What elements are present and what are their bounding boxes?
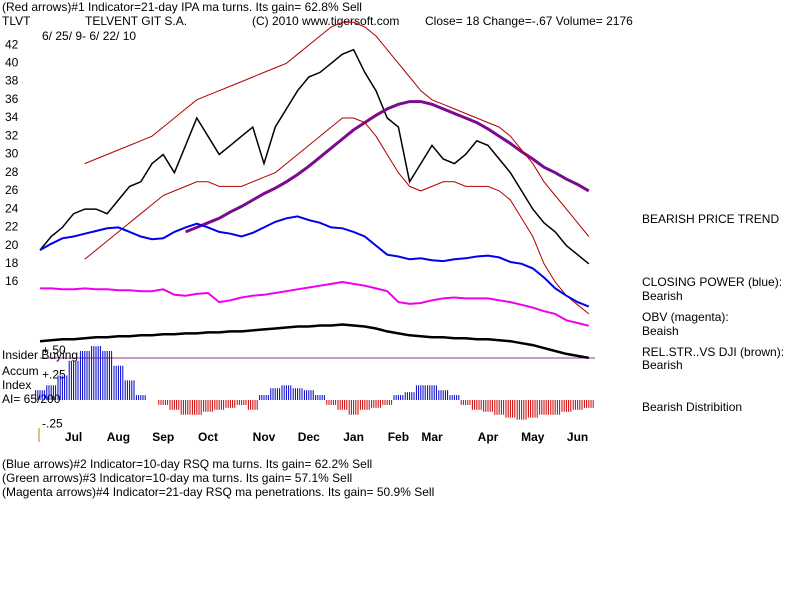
y-tick-label: 26 [5, 183, 19, 197]
y-tick-label: 32 [5, 128, 19, 142]
x-tick-label: Aug [107, 430, 130, 444]
footer-line: (Magenta arrows)#4 Indicator=21-day RSQ … [2, 485, 434, 499]
y-tick-label: 28 [5, 165, 19, 179]
x-tick-label: Mar [421, 430, 443, 444]
header-line: (Red arrows)#1 Indicator=21-day IPA ma t… [2, 0, 362, 14]
y-tick-label: 18 [5, 256, 19, 270]
side-label: BEARISH PRICE TREND [642, 212, 779, 226]
y-tick-label: 24 [5, 201, 19, 215]
left-label: Accum [2, 364, 39, 378]
footer-line: (Blue arrows)#2 Indicator=10-day RSQ ma … [2, 457, 372, 471]
x-tick-label: Jan [343, 430, 364, 444]
x-tick-label: Feb [388, 430, 409, 444]
y-tick-label: 42 [5, 37, 19, 51]
series-line [84, 117, 590, 315]
side-label: Bearish Distribition [642, 400, 742, 414]
y-tick-label: 40 [5, 56, 19, 70]
y-tick-label: 34 [5, 110, 19, 124]
left-label: AI= 65/200 [2, 392, 61, 406]
y-tick-label: 22 [5, 220, 19, 234]
x-tick-label: Jul [65, 430, 82, 444]
side-label: Bearish [642, 358, 683, 372]
y-tick-label: +.50 [42, 343, 66, 357]
x-tick-label: Nov [253, 430, 276, 444]
x-tick-label: Sep [152, 430, 174, 444]
x-tick-label: May [521, 430, 545, 444]
company: TELVENT GIT S.A. [85, 14, 187, 28]
copyright: (C) 2010 www.tigersoft.com [252, 14, 399, 28]
series-line [84, 21, 590, 237]
x-tick-label: Oct [198, 430, 218, 444]
series-line [39, 323, 590, 360]
side-label: Beaish [642, 324, 679, 338]
y-tick-label: 38 [5, 74, 19, 88]
y-tick-label: 36 [5, 92, 19, 106]
series-line [40, 280, 590, 327]
series-line [185, 100, 590, 234]
side-label: REL.STR..VS DJI (brown): [642, 345, 784, 359]
series-line [39, 215, 590, 308]
close-info: Close= 18 Change=-.67 Volume= 2176 [425, 14, 633, 28]
y-tick-label: 30 [5, 147, 19, 161]
side-label: OBV (magenta): [642, 310, 729, 324]
series-line [39, 48, 590, 265]
footer-line: (Green arrows)#3 Indicator=10-day ma tur… [2, 471, 352, 485]
x-tick-label: Apr [478, 430, 499, 444]
y-tick-label: 16 [5, 274, 19, 288]
ticker: TLVT [2, 14, 31, 28]
date-range: 6/ 25/ 9- 6/ 22/ 10 [42, 29, 136, 43]
left-label: Insider Buying [2, 348, 78, 362]
side-label: CLOSING POWER (blue): [642, 275, 782, 289]
x-tick-label: Dec [298, 430, 320, 444]
x-tick-label: Jun [567, 430, 588, 444]
y-tick-label: 20 [5, 238, 19, 252]
left-label: Index [2, 378, 31, 392]
side-label: Bearish [642, 289, 683, 303]
y-tick-label: -.25 [42, 417, 63, 431]
